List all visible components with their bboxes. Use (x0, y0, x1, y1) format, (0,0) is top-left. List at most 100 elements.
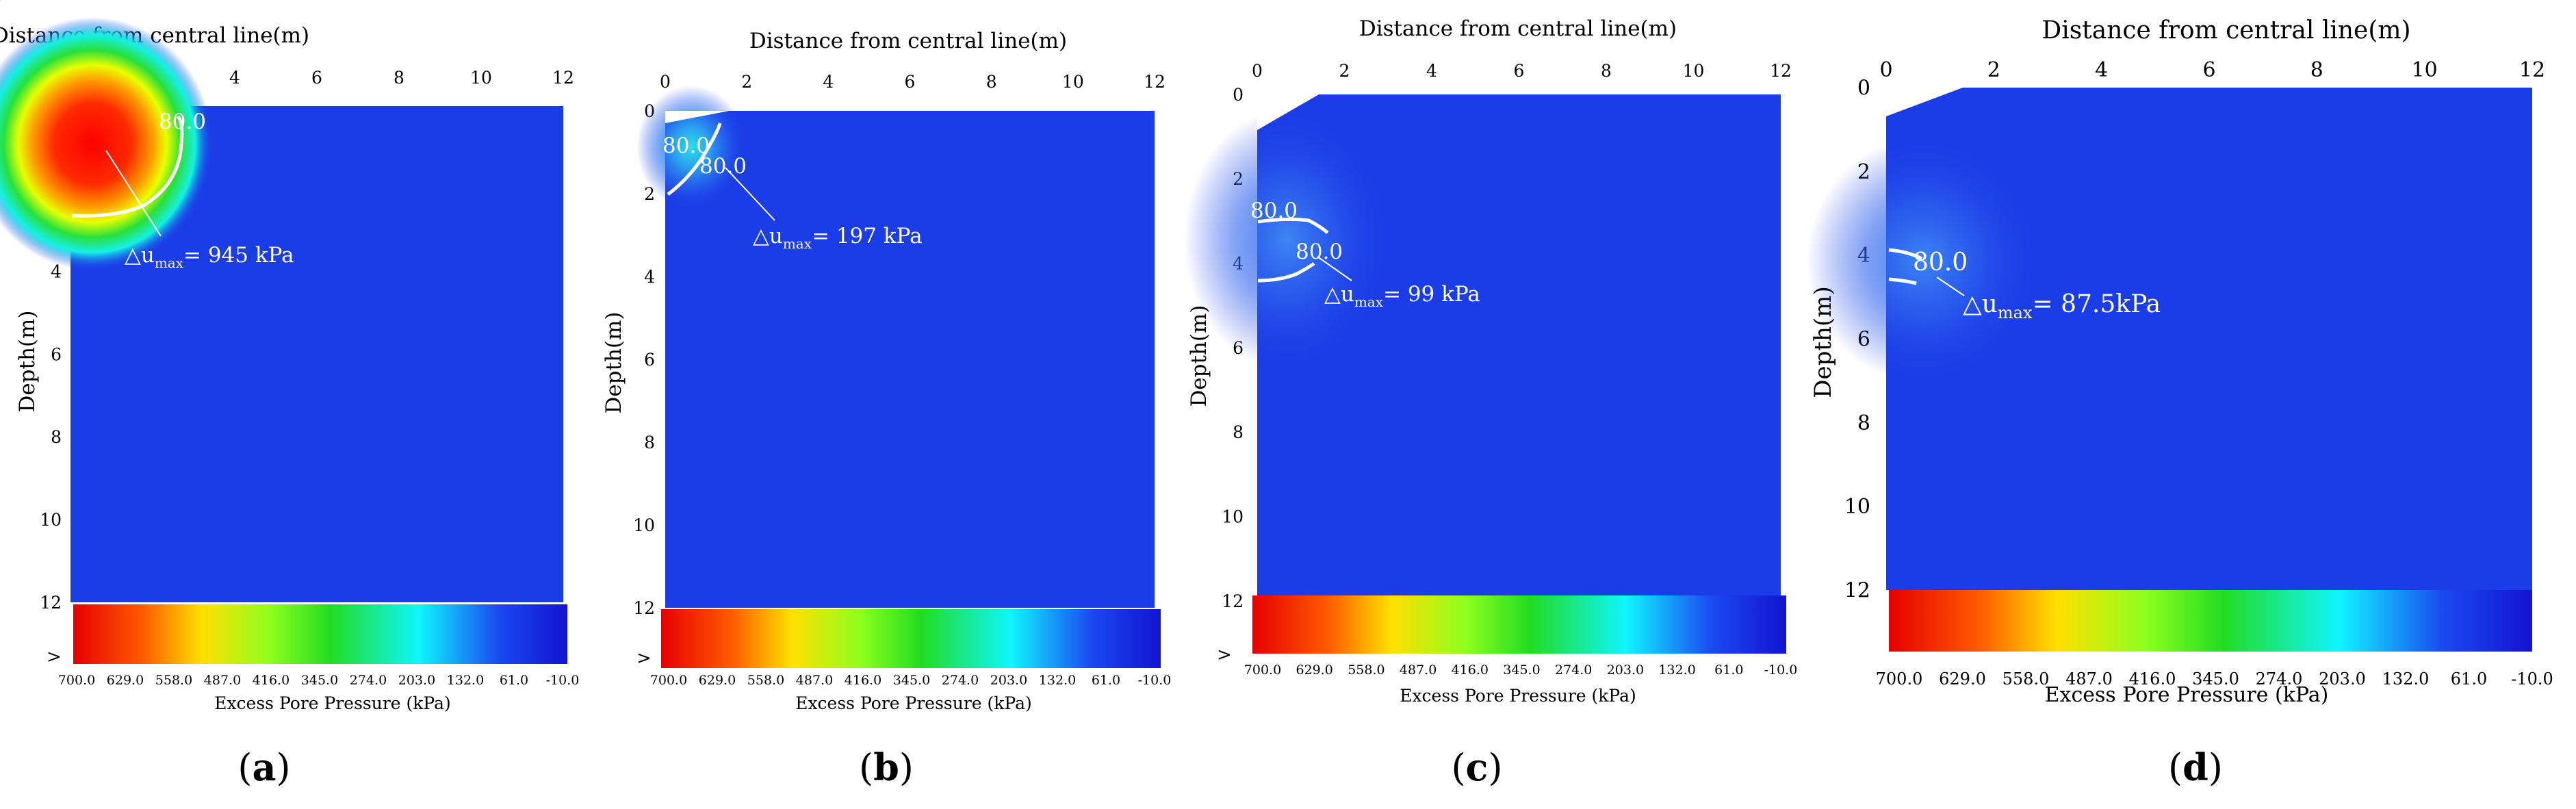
umax-annotation: △umax= 87.5kPa (1963, 290, 2161, 322)
colorbar-tick-label: 416.0 (845, 673, 881, 688)
contour-label-1: 80.0 (1250, 198, 1298, 223)
panel-b: Distance from central line(m) 024681012 … (301, 0, 1171, 789)
colorbar-tick-label: 700.0 (650, 673, 687, 688)
colorbar-tick-label: -10.0 (1764, 663, 1798, 678)
contour-label: 80.0 (159, 110, 206, 134)
hotspot-a (0, 17, 212, 270)
colorbar-tick-label: 203.0 (2319, 669, 2366, 689)
colorbar-tick-label: 558.0 (155, 673, 192, 688)
colorbar-tick-label: 700.0 (58, 673, 95, 688)
colorbar-tick-labels: 700.0 629.0 558.0 487.0 416.0 345.0 274.0 203.0… (1244, 663, 1798, 678)
hotspot-b (636, 86, 746, 209)
colorbar-tick-label: 132.0 (447, 673, 484, 688)
colorbar-tick-label: 345.0 (1503, 663, 1540, 678)
colorbar-tick-label: 61.0 (1092, 673, 1120, 688)
svg-text:△umax= 197 kPa: △umax= 197 kPa (753, 224, 923, 252)
colorbar-tick-label: 487.0 (796, 673, 833, 688)
colorbar-over-symbol: > (1217, 645, 1232, 665)
panel-label: (b) (859, 745, 914, 789)
y-tick-label: 12 (40, 593, 62, 613)
colorbar-tick-label: 629.0 (1296, 663, 1332, 678)
x-tick-label: 10 (2412, 58, 2438, 82)
colorbar-tick-labels: 700.0 629.0 558.0 487.0 416.0 345.0 274.0 203.0… (58, 673, 580, 688)
colorbar-tick-label: 274.0 (1555, 663, 1592, 678)
panel-label: (d) (2168, 745, 2223, 789)
colorbar-tick-label: 629.0 (1939, 669, 1986, 689)
y-tick-label: 12 (1844, 579, 1870, 603)
colorbar (661, 609, 1161, 668)
panel-d: Distance from central line(m) 024681012 … (1499, 0, 2553, 789)
colorbar-tick-label: 61.0 (500, 673, 528, 688)
colorbar-tick-label: 132.0 (1039, 673, 1076, 688)
annotation-leader (105, 150, 162, 237)
white-notch (1257, 94, 1319, 130)
contour-label: 80.0 (1913, 248, 1968, 277)
colorbar-tick-label: 558.0 (1348, 663, 1384, 678)
colorbar-tick-label: 416.0 (2129, 669, 2176, 689)
colorbar-tick-label: 203.0 (990, 673, 1027, 688)
annotation-leader (1317, 256, 1352, 281)
svg-text:△umax= 87.5kPa: △umax= 87.5kPa (1963, 290, 2161, 322)
colorbar-tick-labels: 700.0 629.0 558.0 487.0 416.0 345.0 274.0 203.0… (650, 673, 1172, 688)
contour-80-line (1888, 248, 1923, 261)
colorbar-tick-label: 274.0 (942, 673, 979, 688)
contour-label-1: 80.0 (662, 133, 710, 158)
svg-text:△umax= 99 kPa: △umax= 99 kPa (1324, 282, 1480, 310)
colorbar-tick-label: 629.0 (107, 673, 144, 688)
contour-80-line-lower (1888, 277, 1917, 285)
umax-annotation: △umax= 197 kPa (753, 224, 923, 252)
colorbar-tick-label: 558.0 (747, 673, 784, 688)
contour-80-line-1 (1257, 217, 1329, 234)
x-tick-label: 12 (2519, 58, 2545, 82)
colorbar-tick-label: 203.0 (1607, 663, 1644, 678)
colorbar (73, 604, 567, 664)
contour-80-line-2 (1257, 261, 1315, 283)
colorbar-tick-label: 132.0 (2382, 669, 2430, 689)
colorbar-title: Excess Pore Pressure (kPa) (1400, 686, 1636, 706)
colorbar-tick-label: 203.0 (398, 673, 435, 688)
colorbar-tick-label: 487.0 (2065, 669, 2113, 689)
colorbar-tick-label: 700.0 (1876, 669, 1923, 689)
colorbar-tick-label: -10.0 (2511, 669, 2553, 689)
colorbar-tick-label: 416.0 (253, 673, 289, 688)
colorbar-tick-label: 61.0 (2451, 669, 2487, 689)
colorbar-tick-label: 345.0 (2192, 669, 2239, 689)
colorbar-title: Excess Pore Pressure (kPa) (2045, 683, 2329, 707)
y-tick-label: 12 (633, 598, 655, 618)
colorbar (1252, 595, 1786, 654)
colorbar-title: Excess Pore Pressure (kPa) (214, 693, 451, 713)
white-notch (665, 111, 729, 123)
colorbar-title: Excess Pore Pressure (kPa) (795, 693, 1032, 713)
colorbar-tick-label: 132.0 (1658, 663, 1695, 678)
x-tick-label: 8 (2310, 58, 2323, 82)
svg-text:△umax= 945 kPa: △umax= 945 kPa (125, 243, 294, 271)
y-tick-label: 12 (1222, 591, 1244, 611)
colorbar-tick-label: 274.0 (2256, 669, 2303, 689)
white-notch (1886, 88, 1963, 116)
panel-label: (c) (1451, 745, 1502, 789)
panel-label: (a) (237, 745, 290, 789)
contour-80-line (667, 123, 722, 196)
colorbar-tick-label: 629.0 (699, 673, 736, 688)
y-tick-label: 10 (40, 510, 62, 530)
colorbar-tick-label: 345.0 (301, 673, 338, 688)
halo (301, 0, 1068, 520)
annotation-leader (725, 167, 775, 221)
colorbar-tick-label: 558.0 (2002, 669, 2050, 689)
colorbar-tick-label: 700.0 (1244, 663, 1281, 678)
colorbar-over-symbol: > (636, 648, 652, 669)
colorbar-tick-label: 274.0 (350, 673, 387, 688)
contour-80-line (71, 115, 184, 218)
colorbar-tick-label: 416.0 (1452, 663, 1489, 678)
contour-label-2: 80.0 (1296, 240, 1343, 264)
umax-annotation: △umax= 99 kPa (1324, 282, 1480, 310)
colorbar-tick-label: 345.0 (893, 673, 930, 688)
colorbar-tick-label: 487.0 (204, 673, 241, 688)
colorbar-tick-label: 487.0 (1400, 663, 1437, 678)
colorbar-tick-labels: 700.0 629.0 558.0 487.0 416.0 345.0 274.0 203.0… (1876, 669, 2553, 689)
colorbar (1889, 590, 2532, 652)
colorbar-tick-label: -10.0 (546, 673, 580, 688)
colorbar-over-symbol: > (47, 647, 62, 667)
glow (1184, 110, 1389, 370)
